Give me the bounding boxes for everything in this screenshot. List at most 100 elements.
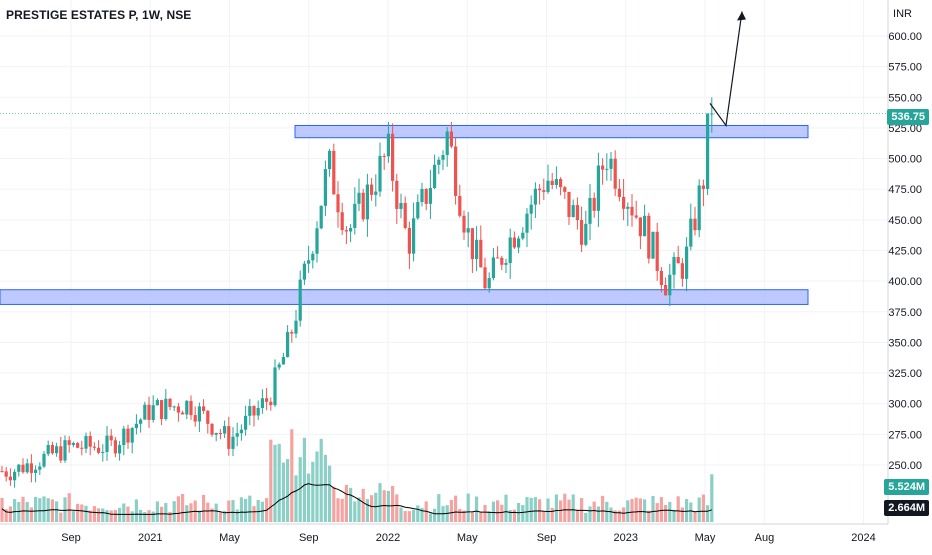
candle-body (626, 206, 630, 209)
y-tick-label: 600.00 (888, 31, 922, 43)
volume-bar (29, 507, 33, 522)
candle-body (244, 415, 248, 430)
price-zones (0, 124, 809, 305)
volume-bar (664, 504, 668, 522)
volume-bar (479, 512, 483, 522)
volume-bar (176, 496, 180, 522)
candle-body (181, 412, 185, 415)
price-badge: 536.75 (887, 109, 929, 125)
candle-body (655, 231, 659, 271)
candle-body (34, 469, 38, 473)
candle-body (622, 196, 626, 209)
volume-bar (567, 499, 571, 522)
volume-badge: 5.524M (884, 479, 929, 495)
x-tick-label: May (219, 532, 240, 544)
volume-bar (433, 508, 437, 522)
candle-body (592, 197, 596, 211)
zone-resistance (294, 124, 809, 139)
x-tick-label: 2023 (614, 532, 638, 544)
volume-bar (659, 497, 663, 522)
candle-body (697, 185, 701, 231)
volume-bar (416, 505, 420, 522)
candle-body (680, 263, 684, 279)
volume-bar (508, 510, 512, 522)
candle-body (105, 435, 109, 452)
candle-body (214, 432, 218, 435)
candle-body (13, 471, 17, 481)
volume-bar (533, 497, 537, 522)
candle-body (315, 228, 319, 254)
volume-bar (529, 497, 533, 522)
volume-ma-badge: 2.664M (884, 500, 929, 516)
volume-bar (420, 507, 424, 522)
candle-body (80, 447, 84, 449)
candle-body (391, 133, 395, 181)
volume-bar (344, 484, 348, 522)
candle-body (546, 180, 550, 192)
volume-bar (403, 510, 407, 522)
candle-body (139, 419, 143, 424)
candle-body (25, 463, 29, 473)
candle-body (386, 133, 390, 157)
x-tick-label: 2022 (376, 532, 400, 544)
candle-body (0, 471, 4, 473)
volume-bar (685, 499, 689, 522)
candle-body (424, 189, 428, 204)
candle-body (323, 169, 327, 206)
volume-bar (307, 473, 311, 522)
volume-bar (13, 499, 17, 522)
candle-body (134, 423, 138, 429)
candle-body (706, 113, 710, 189)
volume-bar (680, 507, 684, 522)
candle-body (172, 406, 176, 408)
candle-body (164, 398, 168, 420)
y-axis[interactable]: 250.00 275.00 300.00 325.00 350.00 375.00 400.… (887, 0, 922, 524)
volume-bar (168, 511, 172, 522)
candle-body (437, 159, 441, 165)
candle-body (634, 215, 638, 218)
candle-body (277, 364, 281, 368)
projection-arrow (709, 11, 743, 128)
candle-body (601, 165, 605, 170)
volume-bar (466, 493, 470, 522)
volume-bar (134, 499, 138, 522)
candle-body (281, 357, 285, 365)
volume-bar (50, 499, 54, 522)
candle-body (433, 164, 437, 188)
volume-bar (651, 495, 655, 522)
volume-bar (512, 509, 516, 522)
chart-title: PRESTIGE ESTATES P, 1W, NSE (6, 8, 192, 22)
volume-bar (294, 475, 298, 522)
candle-body (223, 426, 227, 434)
candle-body (344, 230, 348, 232)
candle-body (521, 232, 525, 239)
candle-body (374, 191, 378, 195)
candle-body (458, 195, 462, 216)
y-tick-label: 575.00 (888, 62, 922, 74)
volume-bar (483, 504, 487, 522)
x-axis[interactable]: Sep 2021 May Sep 2022 May Sep 2023 May Aug 2024 (0, 523, 888, 544)
candle-body (21, 464, 25, 473)
candle-body (651, 231, 655, 259)
volume-bar (391, 485, 395, 522)
zone-support (0, 289, 809, 305)
candle-body (353, 203, 357, 228)
candle-body (311, 253, 315, 261)
volume-bar (59, 512, 63, 522)
volume-bar (223, 510, 227, 522)
candle-body (643, 215, 647, 237)
volume-bar (181, 493, 185, 522)
volume-bar (164, 503, 168, 522)
volume-ma-line (1, 483, 712, 515)
volume-bar (88, 510, 92, 522)
volume-bar (172, 501, 176, 522)
volume-bar (697, 497, 701, 522)
volume-bar (701, 494, 705, 522)
volume-bar (4, 509, 8, 522)
volume-bar (67, 493, 71, 522)
volume-bar (584, 512, 588, 522)
volume-bar (563, 493, 567, 522)
candle-body (668, 274, 672, 296)
volume-bar (458, 509, 462, 522)
candle-body (38, 466, 42, 470)
